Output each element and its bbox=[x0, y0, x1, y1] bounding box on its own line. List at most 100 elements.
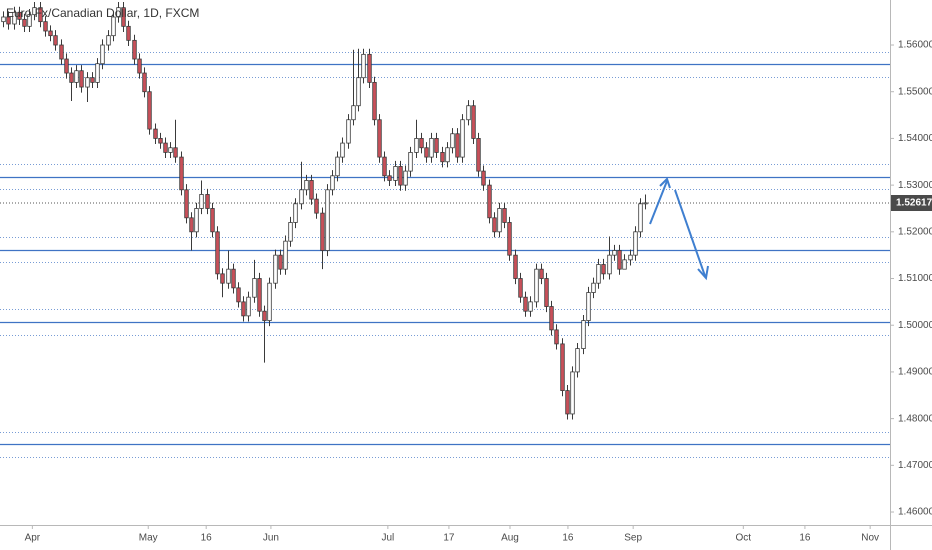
candle-body bbox=[320, 212, 325, 251]
candle-body bbox=[32, 7, 37, 16]
projection-arrows bbox=[649, 177, 709, 281]
y-tick-label: 1.50000 bbox=[898, 320, 932, 331]
candle-body bbox=[100, 44, 105, 65]
x-tick-label: 16 bbox=[799, 533, 811, 544]
candle-body bbox=[398, 166, 403, 186]
candle-body bbox=[607, 254, 612, 275]
candle-body bbox=[179, 156, 184, 191]
candle-body bbox=[403, 170, 408, 186]
plot-area bbox=[0, 2, 890, 458]
arrow-up bbox=[649, 180, 668, 225]
last-price-label: 1.52617 bbox=[896, 198, 932, 209]
candle-body bbox=[638, 203, 643, 233]
candle-body bbox=[314, 198, 319, 214]
candle-body bbox=[617, 250, 622, 270]
candle-body bbox=[601, 264, 606, 275]
candle-body bbox=[497, 208, 502, 233]
candle-body bbox=[445, 147, 450, 163]
candle-body bbox=[299, 189, 304, 205]
candle-body bbox=[356, 77, 361, 107]
candle-body bbox=[273, 254, 278, 284]
candle-body bbox=[382, 156, 387, 177]
candle-body bbox=[220, 273, 225, 284]
candle-body bbox=[612, 250, 617, 256]
candle-body bbox=[12, 11, 17, 25]
y-tick-label: 1.52000 bbox=[898, 226, 932, 237]
candle-body bbox=[367, 53, 372, 83]
x-tick-label: 16 bbox=[201, 533, 213, 544]
candle-body bbox=[106, 35, 111, 46]
candle-body bbox=[591, 282, 596, 293]
candle-body bbox=[90, 77, 95, 83]
candle-body bbox=[257, 278, 262, 312]
candle-body bbox=[528, 301, 533, 312]
candle-body bbox=[147, 91, 152, 130]
candle-body bbox=[460, 119, 465, 158]
candle-body bbox=[205, 194, 210, 209]
y-tick-label: 1.55000 bbox=[898, 86, 932, 97]
arrow-head bbox=[659, 177, 671, 189]
candle-body bbox=[476, 138, 481, 172]
candle-body bbox=[173, 147, 178, 158]
candle-body bbox=[38, 7, 43, 23]
candle-body bbox=[330, 175, 335, 191]
candle-body bbox=[126, 25, 131, 41]
candle-body bbox=[570, 371, 575, 415]
candle-body bbox=[231, 268, 236, 289]
candle-body bbox=[596, 264, 601, 284]
candle-body bbox=[121, 7, 126, 27]
candle-body bbox=[137, 58, 142, 74]
candle-body bbox=[429, 138, 434, 158]
y-tick-label: 1.53000 bbox=[898, 180, 932, 191]
candle-body bbox=[43, 21, 48, 32]
candle-body bbox=[361, 53, 366, 79]
x-tick-label: Oct bbox=[736, 533, 752, 544]
candle-body bbox=[6, 16, 11, 25]
candle-body bbox=[492, 217, 497, 233]
candle-body bbox=[74, 70, 79, 83]
candle-body bbox=[64, 58, 69, 74]
candle-body bbox=[236, 287, 241, 303]
arrow-down bbox=[674, 189, 706, 277]
x-tick-label: 17 bbox=[443, 533, 455, 544]
candle-body bbox=[565, 390, 570, 415]
candle-body bbox=[241, 301, 246, 317]
candle-body bbox=[387, 175, 392, 181]
arrow-head bbox=[697, 265, 709, 281]
x-tick-label: Jun bbox=[263, 533, 279, 544]
candle-body bbox=[325, 189, 330, 251]
x-tick-label: Jul bbox=[381, 533, 394, 544]
x-tick-label: Aug bbox=[501, 533, 519, 544]
candle-body bbox=[69, 72, 74, 83]
candle-body bbox=[17, 11, 22, 20]
candle-body bbox=[455, 133, 460, 158]
candle-body bbox=[27, 14, 32, 27]
candle-body bbox=[581, 320, 586, 349]
x-tick-label: Nov bbox=[861, 533, 879, 544]
y-tick-label: 1.47000 bbox=[898, 460, 932, 471]
candle-body bbox=[163, 142, 168, 153]
candle-body bbox=[194, 208, 199, 233]
y-tick-label: 1.48000 bbox=[898, 413, 932, 424]
candle-body bbox=[340, 142, 345, 158]
candle-body bbox=[59, 44, 64, 60]
candle-body bbox=[502, 208, 507, 223]
y-tick-label: 1.49000 bbox=[898, 367, 932, 378]
candle-body bbox=[534, 268, 539, 303]
y-tick-label: 1.46000 bbox=[898, 507, 932, 518]
candle-body bbox=[246, 296, 251, 317]
candle-body bbox=[95, 63, 100, 83]
candle-body bbox=[440, 152, 445, 163]
candle-body bbox=[414, 138, 419, 153]
candle-body bbox=[215, 231, 220, 275]
candle-body bbox=[466, 105, 471, 121]
candle-body bbox=[507, 222, 512, 256]
candle-body bbox=[53, 35, 58, 46]
candle-body bbox=[560, 343, 565, 391]
candle-body bbox=[278, 254, 283, 270]
candle-body bbox=[153, 128, 158, 139]
x-tick-label: Sep bbox=[624, 533, 642, 544]
candle-body bbox=[142, 72, 147, 93]
candle-body bbox=[48, 30, 53, 37]
